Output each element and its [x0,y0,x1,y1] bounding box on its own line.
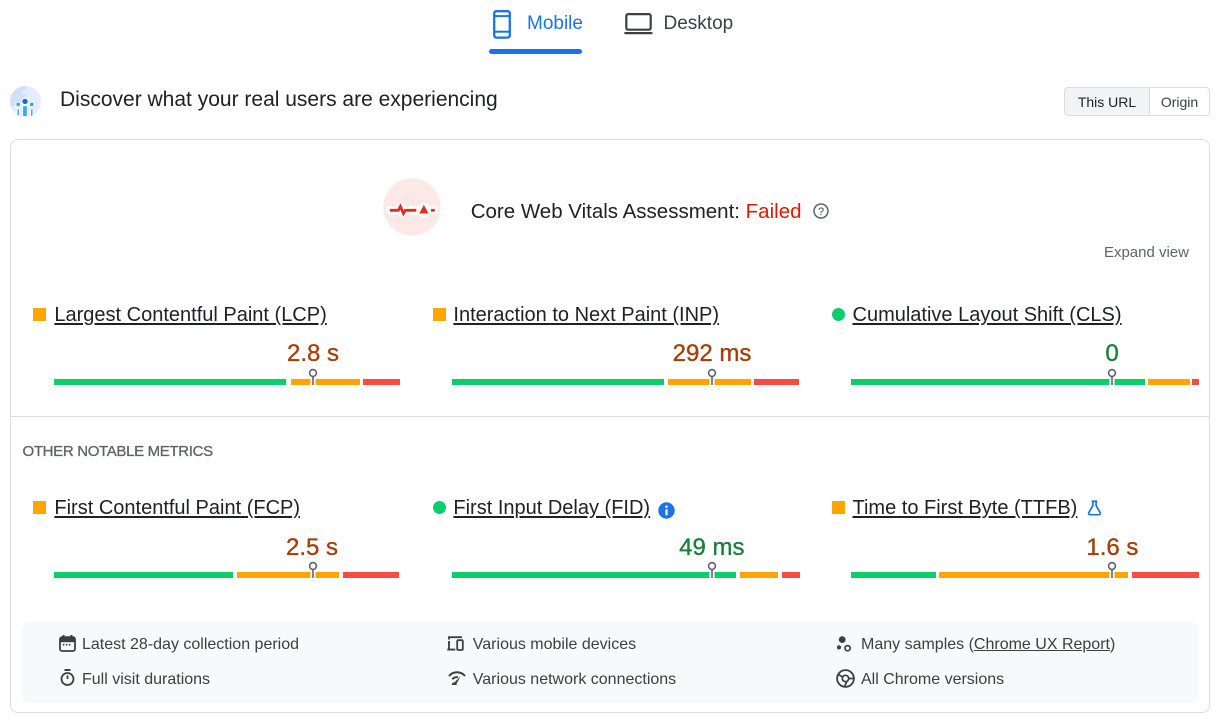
svg-text:?: ? [818,205,824,217]
